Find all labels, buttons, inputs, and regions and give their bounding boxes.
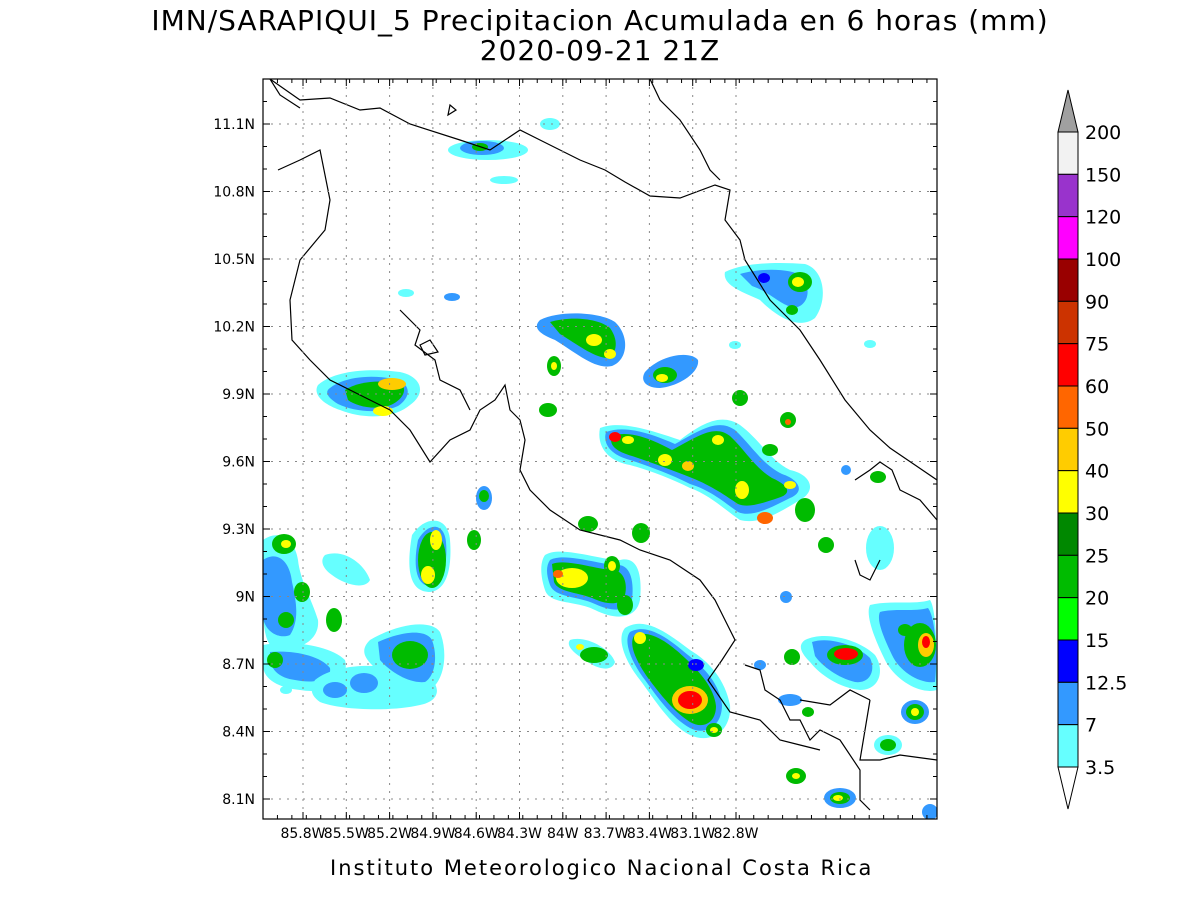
latitude-label: 9.9N — [222, 387, 255, 403]
latitude-label: 8.7N — [222, 657, 255, 673]
colorbar-label: 12.5 — [1085, 672, 1127, 694]
latitude-labels: 11.1N 10.8N 10.5N 10.2N 9.9N 9.6N 9.3N 9N 8.7N 8.… — [213, 117, 255, 808]
longitude-label: 84.3W — [497, 826, 542, 842]
colorbar-label: 40 — [1085, 461, 1109, 483]
map-title: IMN/SARAPIQUI_5 Precipitacion Acumulada … — [151, 4, 1049, 37]
latitude-label: 9N — [236, 590, 255, 606]
colorbar-label: 150 — [1085, 164, 1121, 186]
colorbar-label: 20 — [1085, 588, 1109, 610]
colorbar-label: 60 — [1085, 376, 1109, 398]
latitude-label: 10.2N — [213, 320, 255, 336]
colorbar-swatch — [1057, 131, 1079, 175]
colorbar-swatch — [1057, 343, 1079, 387]
colorbar-label: 25 — [1085, 545, 1109, 567]
latitude-label: 8.1N — [222, 792, 255, 808]
colorbar-swatch — [1057, 639, 1079, 683]
colorbar-label: 3.5 — [1085, 757, 1115, 779]
colorbar-min-arrow — [1057, 766, 1079, 810]
longitude-label: 82.8W — [713, 826, 758, 842]
colorbar-label: 7 — [1085, 715, 1097, 737]
coastlines — [269, 79, 937, 811]
latitude-label: 10.8N — [213, 185, 255, 201]
colorbar-label: 120 — [1085, 207, 1121, 229]
colorbar-label: 100 — [1085, 249, 1121, 271]
map-frame — [262, 78, 938, 820]
axis-ticks — [262, 79, 937, 819]
precipitation-field — [263, 118, 937, 819]
longitude-label: 85.5W — [324, 826, 369, 842]
colorbar-max-arrow — [1057, 89, 1079, 133]
colorbar-label: 75 — [1085, 334, 1109, 356]
colorbar-label: 90 — [1085, 291, 1109, 313]
colorbar-swatch — [1057, 300, 1079, 345]
colorbar-swatch — [1057, 216, 1079, 260]
longitude-label: 83.4W — [627, 826, 672, 842]
longitude-label: 84.9W — [410, 826, 455, 842]
colorbar-swatch — [1057, 597, 1079, 641]
colorbar-label: 30 — [1085, 503, 1109, 525]
colorbar-swatch — [1057, 258, 1079, 302]
colorbar-swatch — [1057, 724, 1079, 768]
colorbar-swatch — [1057, 173, 1079, 218]
colorbar-label: 50 — [1085, 418, 1109, 440]
colorbar-swatch — [1057, 385, 1079, 429]
colorbar-label: 15 — [1085, 630, 1109, 652]
longitude-label: 83.1W — [670, 826, 715, 842]
latitude-label: 10.5N — [213, 252, 255, 268]
longitude-label: 85.2W — [367, 826, 412, 842]
colorbar-legend: 200 150 120 100 90 75 60 50 40 30 25 20 15 12.5 7 3.5 — [1057, 89, 1127, 810]
colorbar-swatch — [1057, 681, 1079, 726]
colorbar-swatch — [1057, 554, 1079, 599]
colorbar-swatch — [1057, 427, 1079, 472]
grid-lines — [263, 79, 937, 819]
colorbar-swatch — [1057, 470, 1079, 514]
colorbar-swatch — [1057, 512, 1079, 556]
latitude-label: 9.3N — [222, 522, 255, 538]
colorbar-label: 200 — [1085, 122, 1121, 144]
longitude-label: 85.8W — [280, 826, 325, 842]
footer-credit: Instituto Meteorologico Nacional Costa R… — [330, 856, 874, 880]
map-subtitle: 2020-09-21 21Z — [479, 34, 721, 67]
latitude-label: 9.6N — [222, 455, 255, 471]
latitude-label: 8.4N — [222, 725, 255, 741]
latitude-label: 11.1N — [213, 117, 255, 133]
longitude-label: 83.7W — [584, 826, 629, 842]
longitude-label: 84.6W — [454, 826, 499, 842]
longitude-label: 84W — [547, 826, 579, 842]
